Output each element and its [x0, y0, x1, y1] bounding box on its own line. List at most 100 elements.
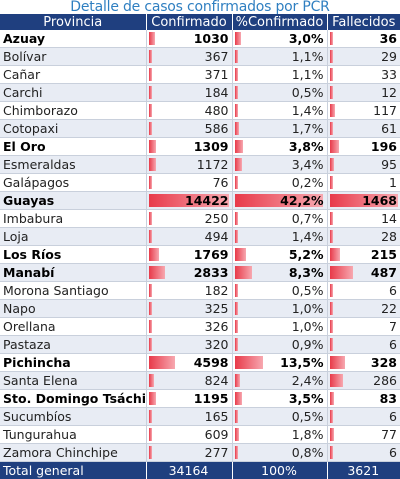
- fallecidos-bar: [330, 230, 333, 243]
- provincia-cell: Sto. Domingo Tsáchilas: [0, 390, 146, 408]
- confirmado-value: 824: [205, 373, 229, 388]
- confirmado-value: 277: [205, 445, 229, 460]
- provincia-cell: Azuay: [0, 30, 146, 48]
- porcentaje-value: 0,2%: [292, 175, 324, 190]
- provincia-cell: Los Ríos: [0, 246, 146, 264]
- confirmado-value: 184: [205, 85, 229, 100]
- provincia-cell: Guayas: [0, 192, 146, 210]
- provincia-cell: Sucumbíos: [0, 408, 146, 426]
- porcentaje-cell: 1,4%: [232, 228, 327, 246]
- fallecidos-value: 33: [381, 67, 397, 82]
- total-label: Total general: [0, 462, 146, 479]
- porcentaje-value: 0,5%: [292, 85, 324, 100]
- table-row[interactable]: Sto. Domingo Tsáchilas 1195 3,5% 83: [0, 390, 400, 408]
- porcentaje-bar: [235, 374, 240, 387]
- confirmado-value: 494: [205, 229, 229, 244]
- porcentaje-value: 0,9%: [292, 337, 324, 352]
- porcentaje-cell: 2,4%: [232, 372, 327, 390]
- fallecidos-value: 6: [389, 283, 397, 298]
- porcentaje-cell: 3,8%: [232, 138, 327, 156]
- confirmado-cell: 367: [146, 48, 232, 66]
- porcentaje-cell: 3,0%: [232, 30, 327, 48]
- confirmado-cell: 1030: [146, 30, 232, 48]
- confirmado-value: 1309: [194, 139, 229, 154]
- provincia-cell: Pastaza: [0, 336, 146, 354]
- fallecidos-bar: [330, 446, 333, 459]
- porcentaje-value: 0,8%: [292, 445, 324, 460]
- fallecidos-bar: [330, 50, 333, 63]
- confirmado-value: 4598: [194, 355, 229, 370]
- confirmado-bar: [149, 158, 156, 171]
- porcentaje-value: 1,4%: [292, 229, 324, 244]
- confirmado-bar: [149, 266, 165, 279]
- porcentaje-value: 2,4%: [292, 373, 324, 388]
- confirmado-cell: 184: [146, 84, 232, 102]
- header-fallecidos[interactable]: Fallecidos: [327, 14, 400, 30]
- header-confirmado[interactable]: Confirmado: [146, 14, 232, 30]
- fallecidos-value: 83: [380, 391, 397, 406]
- fallecidos-bar: [330, 338, 333, 351]
- porcentaje-value: 3,5%: [289, 391, 324, 406]
- fallecidos-cell: 83: [327, 390, 400, 408]
- confirmado-cell: 326: [146, 318, 232, 336]
- header-provincia[interactable]: Provincia: [0, 14, 146, 30]
- porcentaje-cell: 1,0%: [232, 300, 327, 318]
- confirmado-value: 480: [205, 103, 229, 118]
- porcentaje-bar: [235, 122, 239, 135]
- confirmado-bar: [149, 32, 155, 45]
- porcentaje-value: 42,2%: [280, 193, 323, 208]
- porcentaje-bar: [235, 428, 239, 441]
- confirmado-bar: [149, 446, 152, 459]
- header-porcentaje[interactable]: %Confirmado: [232, 14, 327, 30]
- porcentaje-cell: 1,1%: [232, 66, 327, 84]
- porcentaje-value: 8,3%: [289, 265, 324, 280]
- fallecidos-cell: 22: [327, 300, 400, 318]
- porcentaje-value: 0,5%: [292, 409, 324, 424]
- fallecidos-bar: [330, 356, 345, 369]
- provincia-cell: Cañar: [0, 66, 146, 84]
- confirmado-cell: 165: [146, 408, 232, 426]
- provincia-cell: Manabí: [0, 264, 146, 282]
- fallecidos-cell: 14: [327, 210, 400, 228]
- total-confirmado: 34164: [146, 462, 232, 479]
- fallecidos-cell: 95: [327, 156, 400, 174]
- fallecidos-value: 95: [381, 157, 397, 172]
- confirmado-value: 1195: [194, 391, 229, 406]
- confirmado-bar: [149, 302, 152, 315]
- confirmado-bar: [149, 374, 154, 387]
- fallecidos-cell: 33: [327, 66, 400, 84]
- porcentaje-value: 0,5%: [292, 283, 324, 298]
- porcentaje-cell: 0,7%: [232, 210, 327, 228]
- confirmado-cell: 586: [146, 120, 232, 138]
- fallecidos-cell: 77: [327, 426, 400, 444]
- porcentaje-bar: [235, 284, 238, 297]
- porcentaje-bar: [235, 50, 238, 63]
- provincia-cell: Carchi: [0, 84, 146, 102]
- fallecidos-value: 6: [389, 409, 397, 424]
- confirmado-cell: 1172: [146, 156, 232, 174]
- fallecidos-value: 286: [373, 373, 397, 388]
